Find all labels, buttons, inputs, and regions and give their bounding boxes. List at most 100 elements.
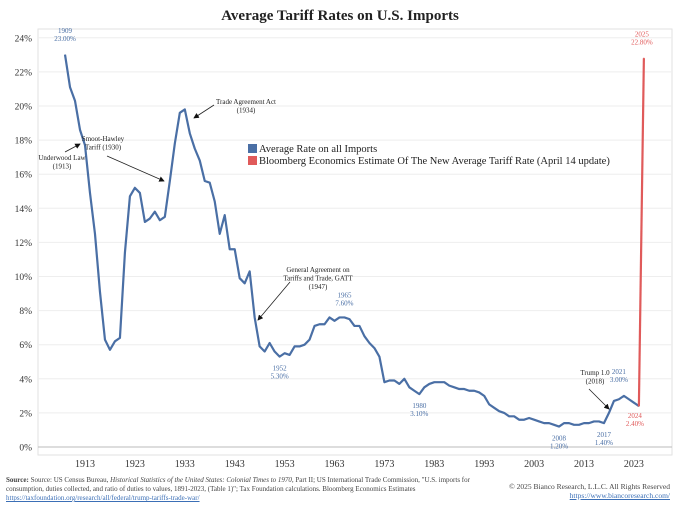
data-point <box>274 350 276 353</box>
legend-swatch <box>248 144 257 153</box>
copyright: © 2025 Bianco Research, L.L.C. All Right… <box>509 482 670 491</box>
data-point <box>94 233 96 235</box>
data-point <box>523 419 525 421</box>
data-point <box>209 182 211 184</box>
data-point <box>543 422 545 424</box>
data-point <box>189 132 191 134</box>
data-point <box>433 381 435 383</box>
data-point <box>408 386 410 388</box>
data-point <box>403 378 405 380</box>
chart-title: Average Tariff Rates on U.S. Imports <box>221 8 459 24</box>
data-point <box>84 144 86 146</box>
data-point <box>174 142 176 145</box>
data-label-value: 22.80% <box>631 38 653 46</box>
data-point <box>643 57 645 59</box>
data-point <box>628 398 630 400</box>
data-label-year: 2021 <box>612 368 627 376</box>
data-point <box>568 422 570 424</box>
data-point <box>418 393 420 395</box>
data-point <box>144 221 146 223</box>
data-point <box>538 420 540 423</box>
annotation-arrow <box>64 143 81 153</box>
data-point <box>69 86 71 88</box>
data-point <box>134 187 136 189</box>
data-point <box>114 340 116 342</box>
data-point <box>633 402 635 404</box>
data-point <box>293 345 296 348</box>
annotation-arrow <box>193 104 215 119</box>
data-point <box>338 316 341 319</box>
data-point <box>259 345 261 348</box>
data-point <box>563 422 565 424</box>
y-tick-label: 18% <box>15 137 33 147</box>
data-point <box>288 354 291 356</box>
data-point <box>478 391 480 394</box>
x-tick-label: 2023 <box>624 459 644 470</box>
source-link[interactable]: https://taxfoundation.org/research/all/f… <box>6 494 200 502</box>
y-tick-label: 2% <box>19 409 32 419</box>
data-point <box>279 356 281 358</box>
data-point <box>74 100 76 102</box>
data-point <box>513 415 515 417</box>
x-tick-label: 1943 <box>225 459 245 470</box>
data-point <box>353 325 356 327</box>
data-point <box>303 344 306 346</box>
annotation-arrow <box>106 155 165 182</box>
data-point <box>159 219 161 221</box>
copyright-block: © 2025 Bianco Research, L.L.C. All Right… <box>509 482 670 500</box>
data-point <box>139 192 141 194</box>
data-point <box>99 291 101 293</box>
data-label-value: 5.30% <box>271 373 289 381</box>
data-point <box>483 395 485 397</box>
data-point <box>508 415 510 417</box>
source-label: Source: <box>6 476 29 484</box>
data-label-year: 2025 <box>635 30 650 38</box>
data-point <box>64 54 66 56</box>
data-point <box>149 217 151 220</box>
data-label-value: 2.40% <box>626 420 644 428</box>
series-line-bloomberg-estimate <box>637 58 645 407</box>
data-point <box>378 356 381 358</box>
y-tick-label: 6% <box>19 341 32 351</box>
data-label-value: 7.60% <box>335 299 353 307</box>
source-text: Source: US Census Bureau, <box>28 476 111 484</box>
x-tick-label: 2003 <box>524 459 544 470</box>
data-point <box>383 381 385 383</box>
annotation-text: General Agreement on <box>286 266 350 274</box>
x-tick-label: 1913 <box>75 459 95 470</box>
data-point <box>498 410 500 412</box>
data-point <box>254 316 256 319</box>
annotation-arrow <box>257 281 291 321</box>
data-point <box>468 390 470 392</box>
data-point <box>458 388 460 390</box>
data-point <box>448 385 450 387</box>
data-point <box>229 248 231 250</box>
data-point <box>583 422 585 424</box>
data-point <box>613 400 615 402</box>
x-tick-label: 1983 <box>424 459 444 470</box>
data-point <box>493 407 495 409</box>
annotation-text: Tariffs and Trade, GATT <box>283 275 353 283</box>
data-point <box>269 342 271 344</box>
data-point <box>264 350 266 353</box>
data-label-value: 23.00% <box>54 35 76 43</box>
annotation-text: Tariff (1930) <box>85 144 122 152</box>
data-point <box>119 337 121 339</box>
data-point <box>423 386 425 388</box>
data-point <box>413 390 415 392</box>
data-point <box>343 316 346 319</box>
annotation-text: (2018) <box>586 378 605 386</box>
data-point <box>388 379 390 382</box>
data-point <box>224 214 226 216</box>
data-label-year: 1965 <box>337 291 352 299</box>
data-label-value: 3.00% <box>610 376 628 384</box>
data-label-year: 1952 <box>273 365 288 373</box>
website-link[interactable]: https://www.biancoresearch.com/ <box>569 491 670 500</box>
annotation-text: (1913) <box>53 163 72 171</box>
data-point <box>368 342 371 344</box>
x-tick-label: 1933 <box>175 459 195 470</box>
data-point <box>129 195 131 197</box>
data-point <box>214 200 216 203</box>
data-point <box>204 180 206 182</box>
data-point <box>308 338 311 341</box>
